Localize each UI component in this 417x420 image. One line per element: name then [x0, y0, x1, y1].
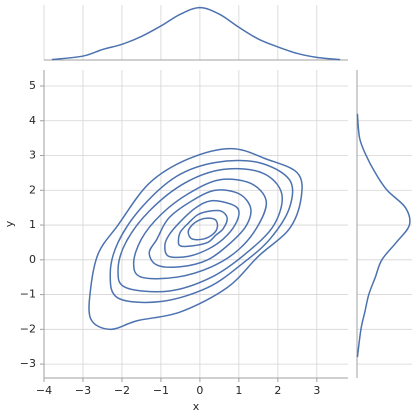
contour-line: [132, 178, 268, 280]
x-tick-label: −2: [114, 384, 130, 397]
x-tick-label: 0: [196, 384, 203, 397]
y-tick-label: 5: [29, 79, 36, 92]
marginal-density: [51, 6, 341, 61]
y-tick-label: −2: [20, 322, 36, 335]
x-tick-label: −1: [153, 384, 169, 397]
y-tick-label: 4: [29, 114, 36, 127]
y-tick-label: 3: [29, 149, 36, 162]
x-tick-label: −4: [36, 384, 52, 397]
marginal-density: [356, 113, 411, 358]
y-tick-label: −1: [20, 288, 36, 301]
y-tick-label: 0: [29, 253, 36, 266]
contour-line: [109, 159, 294, 304]
contour-line: [88, 147, 303, 331]
y-tick-label: 2: [29, 183, 36, 196]
x-tick-label: 1: [235, 384, 242, 397]
x-tick-label: 3: [313, 384, 320, 397]
x-axis-label: x: [193, 400, 200, 413]
contour-line: [164, 199, 240, 259]
x-tick-label: −3: [75, 384, 91, 397]
y-axis-label: y: [3, 220, 16, 227]
contour-line: [117, 167, 283, 293]
y-tick-label: 1: [29, 218, 36, 231]
x-tick-label: 2: [274, 384, 281, 397]
contour-line: [177, 209, 228, 248]
contour-line: [148, 189, 252, 268]
y-tick-label: −3: [20, 357, 36, 370]
contour-line: [187, 217, 219, 241]
